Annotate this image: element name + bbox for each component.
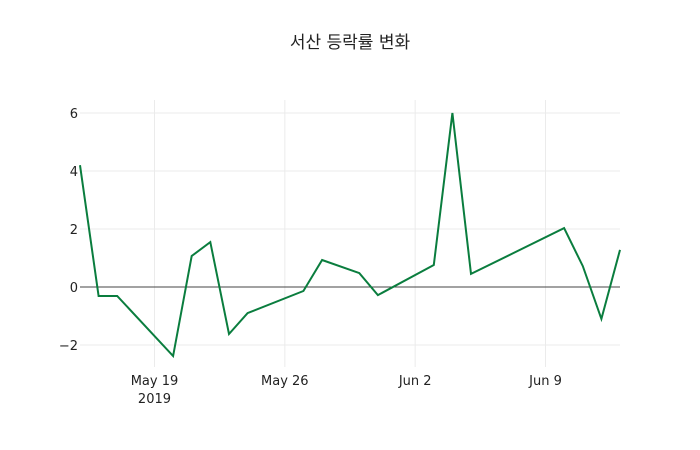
y-tick-label: −2 [59, 339, 78, 354]
x-tick-label: Jun 2 [398, 374, 432, 389]
y-axis: −2 0 2 4 6 [59, 107, 78, 354]
y-tick-label: 6 [70, 107, 78, 122]
gridlines [80, 100, 620, 367]
y-tick-label: 2 [70, 223, 78, 238]
y-tick-label: 4 [70, 165, 78, 180]
x-axis: May 19 2019 May 26 Jun 2 Jun 9 [131, 374, 562, 407]
y-tick-label: 0 [70, 281, 78, 296]
series-line[interactable] [79, 112, 621, 359]
x-tick-label: May 19 [131, 374, 179, 389]
x-tick-label: May 26 [261, 374, 309, 389]
x-tick-label: Jun 9 [528, 374, 562, 389]
plot-area[interactable] [79, 112, 621, 359]
chart-title: 서산 등락률 변화 [290, 33, 411, 53]
x-tick-label: 2019 [138, 392, 171, 407]
